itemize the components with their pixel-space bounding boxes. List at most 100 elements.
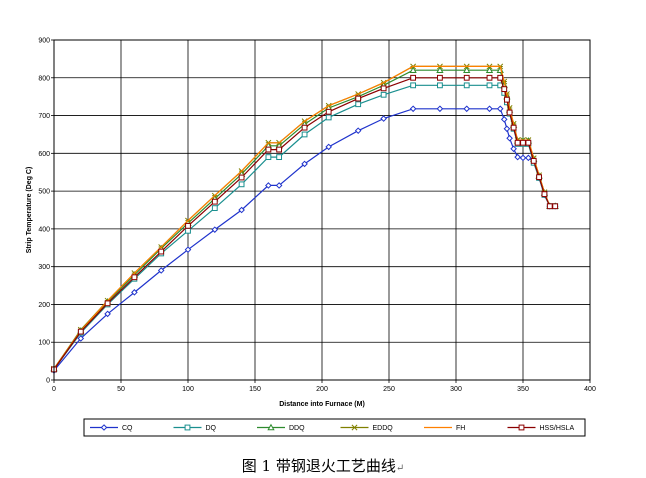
legend-marker [184, 424, 191, 431]
data-point-cq [409, 105, 417, 113]
x-tick-label: 100 [182, 386, 194, 393]
x-tick-label: 0 [52, 386, 56, 393]
y-tick-label: 700 [38, 113, 50, 120]
data-point-hss-hsla [541, 191, 548, 198]
data-point-cq [238, 206, 245, 214]
data-point-cq [77, 335, 85, 342]
legend-item-fh: FH [424, 425, 465, 432]
data-point-hss-hsla [506, 109, 513, 116]
legend-item-hss-hsla: HSS/HSLA [507, 424, 575, 432]
legend-label: DQ [206, 425, 217, 432]
data-point-dq [265, 154, 272, 161]
data-point-hss-hsla [211, 198, 218, 205]
data-point-hss-hsla [497, 74, 504, 81]
legend-marker [100, 424, 108, 431]
y-tick-label: 600 [38, 151, 50, 158]
y-tick-label: 900 [38, 38, 50, 45]
data-point-hss-hsla [355, 95, 362, 102]
y-tick-label: 300 [38, 264, 50, 271]
x-tick-label: 350 [517, 386, 529, 393]
x-tick-label: 50 [117, 386, 125, 393]
data-point-hss-hsla [514, 139, 521, 146]
data-point-cq [354, 127, 362, 134]
x-tick-label: 400 [584, 386, 596, 393]
data-point-hss-hsla [276, 146, 283, 153]
data-point-cq [525, 154, 532, 162]
series-layer [50, 63, 559, 374]
data-point-cq [519, 154, 527, 162]
data-point-cq [184, 246, 192, 253]
data-point-dq [437, 82, 443, 89]
data-point-dq [211, 205, 218, 212]
data-point-hss-hsla [525, 139, 532, 146]
x-tick-label: 200 [316, 386, 328, 393]
data-point-hss-hsla [238, 174, 245, 181]
data-point-cq [325, 143, 333, 151]
data-point-dq [325, 114, 332, 121]
x-axis-label: Distance into Furnace (M) [279, 401, 365, 408]
x-tick-label: 150 [249, 386, 261, 393]
legend-label: FH [456, 425, 465, 432]
data-point-hss-hsla [158, 248, 165, 255]
series-line-fh [53, 65, 556, 370]
data-point-hss-hsla [410, 74, 417, 81]
data-point-hss-hsla [104, 300, 111, 307]
data-point-cq [436, 105, 444, 113]
y-tick-label: 200 [38, 302, 50, 309]
data-point-cq [496, 105, 504, 113]
data-point-cq [301, 160, 308, 168]
legend: CQ DQ DDQ EDDQ FH HSS/HSLA [83, 418, 586, 437]
data-point-dq [301, 131, 308, 138]
data-point-hss-hsla [380, 85, 387, 92]
grid-lines [53, 39, 591, 381]
data-point-cq [506, 134, 513, 142]
series-cq [50, 105, 559, 374]
data-point-ddq [463, 66, 471, 73]
series-line-ddq [53, 69, 556, 370]
data-point-dq [380, 91, 387, 98]
data-point-hss-hsla [301, 124, 308, 131]
data-point-hss-hsla [265, 146, 272, 153]
data-point-dq [276, 154, 283, 161]
legend-label: EDDQ [373, 425, 394, 432]
data-point-hss-hsla [552, 203, 559, 210]
data-point-cq [131, 289, 138, 296]
data-point-cq [275, 182, 283, 189]
legend-box [83, 418, 586, 437]
data-point-hss-hsla [530, 157, 537, 164]
data-point-cq [211, 226, 219, 233]
axes: 0 50 100 150 200 250 300 350 400 0 100 200 300 400 500… [38, 38, 596, 394]
legend-label: CQ [122, 425, 133, 432]
data-point-hss-hsla [463, 74, 470, 81]
legend-item-ddq: DDQ [257, 423, 305, 432]
data-point-hss-hsla [536, 174, 542, 181]
y-tick-label: 500 [38, 189, 50, 196]
data-point-hss-hsla [437, 74, 443, 81]
data-point-cq [500, 116, 508, 123]
x-tick-label: 300 [450, 386, 462, 393]
y-tick-label: 800 [38, 75, 50, 82]
data-point-cq [486, 105, 493, 113]
figure-caption: 图 1 带钢退火工艺曲线↵ [0, 455, 646, 476]
data-point-dq [355, 101, 362, 108]
data-point-hss-hsla [486, 74, 493, 81]
data-point-hss-hsla [185, 222, 191, 229]
legend-label: HSS/HSLA [540, 425, 575, 432]
legend-marker [518, 424, 525, 431]
series-line-cq [53, 108, 556, 371]
legend-item-dq: DQ [173, 424, 217, 432]
series-eddq [51, 63, 559, 372]
data-point-ddq [436, 66, 444, 73]
data-point-cq [514, 153, 521, 161]
data-point-hss-hsla [325, 108, 332, 115]
return-mark-icon: ↵ [395, 463, 405, 474]
data-point-cq [104, 310, 111, 318]
legend-marker [351, 424, 358, 431]
data-point-hss-hsla [510, 124, 517, 131]
series-ddq [50, 66, 559, 372]
y-tick-label: 400 [38, 226, 50, 233]
data-point-dq [486, 82, 493, 89]
data-point-cq [380, 115, 387, 122]
caption-text: 图 1 带钢退火工艺曲线 [241, 457, 396, 475]
